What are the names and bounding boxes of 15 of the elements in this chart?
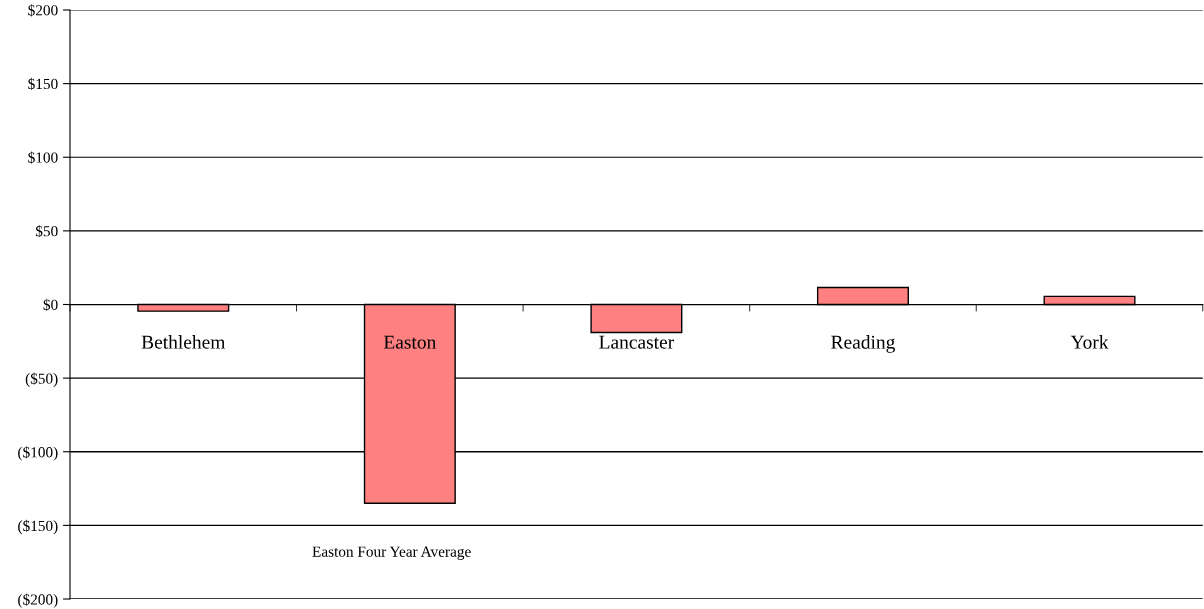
y-tick-label: ($150)	[18, 519, 58, 535]
y-tick-label: ($200)	[18, 593, 58, 608]
y-tick-label: $0	[43, 298, 58, 311]
y-tick-label: $200	[28, 4, 58, 17]
annotation: Easton Four Year Average	[312, 546, 471, 560]
y-tick-label: $50	[35, 225, 58, 238]
x-tick-label: York	[1070, 335, 1109, 349]
y-tick-label: $150	[28, 77, 58, 91]
x-tick-label: Easton	[383, 335, 436, 349]
x-tick-label: Reading	[831, 335, 895, 353]
y-tick-label: $100	[28, 151, 58, 164]
y-tick-label: ($100)	[18, 446, 58, 461]
x-tick-label: Bethlehem	[141, 335, 226, 349]
y-tick-label: ($50)	[25, 372, 58, 387]
x-tick-label: Lancaster	[599, 335, 675, 349]
